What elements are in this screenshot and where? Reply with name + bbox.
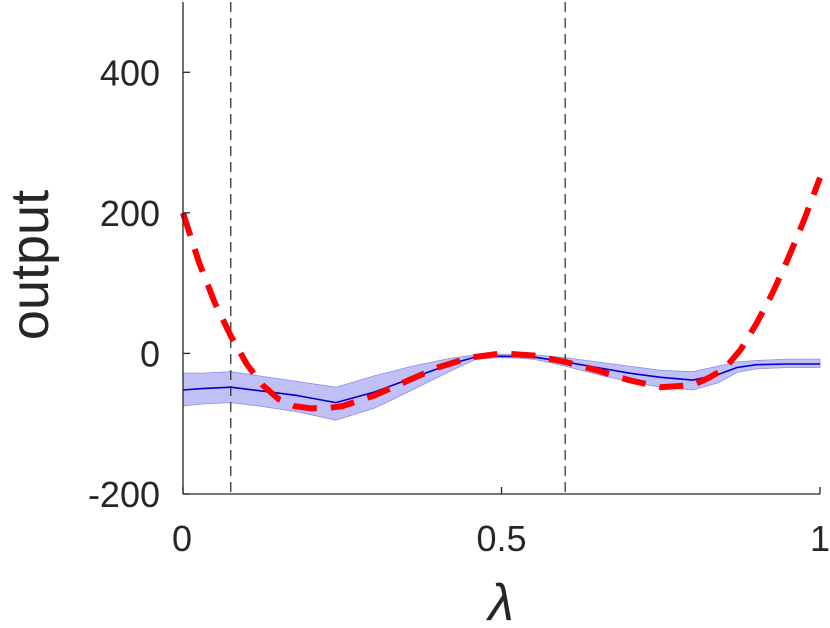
- y-axis-label: output: [0, 190, 60, 340]
- x-tick-label: 0.5: [476, 518, 526, 559]
- x-tick-label: 0: [172, 518, 192, 559]
- plot-area: [180, 2, 823, 494]
- y-tick-label: -200: [88, 474, 160, 515]
- x-tick-label: 1: [810, 518, 830, 559]
- confidence-band: [182, 353, 821, 421]
- y-tick-label: 200: [100, 193, 160, 234]
- y-tick-label: 0: [140, 333, 160, 374]
- y-tick-label: 400: [100, 52, 160, 93]
- series-line-dashed-red: [180, 176, 823, 412]
- axes: [182, 2, 820, 495]
- x-axis-label: λ: [485, 574, 514, 628]
- ticks: 0 0.5 1 -200 0 200 400: [88, 52, 830, 559]
